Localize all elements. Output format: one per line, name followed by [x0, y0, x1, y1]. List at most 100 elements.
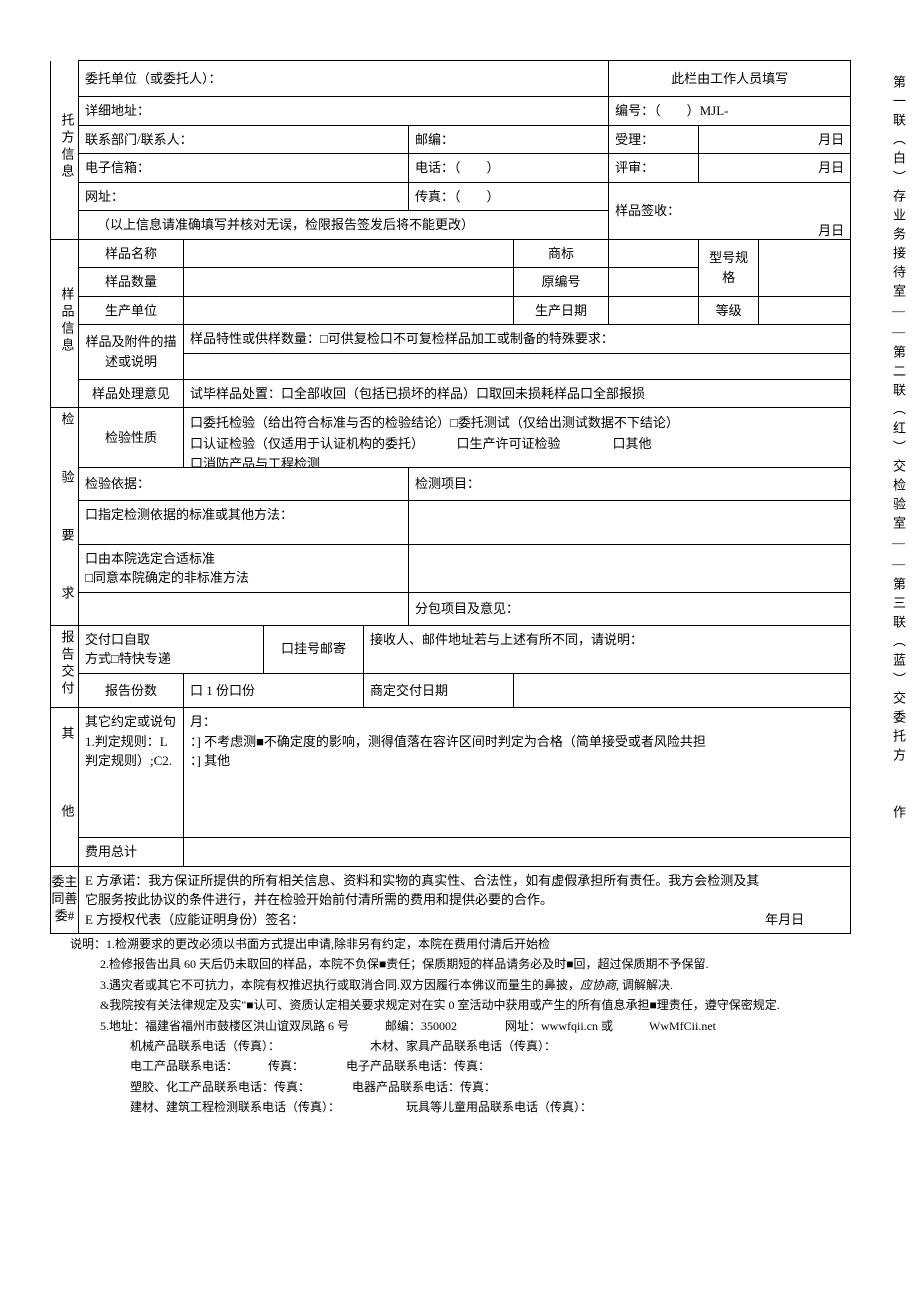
sample-qty-value [184, 268, 514, 297]
note-5: 5.地址：福建省福州市鼓楼区洪山谊双凤路 6 号 邮编：350002 网址：ww… [70, 1016, 850, 1036]
sample-desc-extra [184, 353, 851, 379]
notes-block: 说明：1.检溯要求的更改必须以书面方式提出申请,除非另有约定，本院在费用付清后开… [50, 934, 850, 1118]
other-r2: ：] 不考虑测■不确定度的影响，测得值落在容许区间时判定为合格（简单接受或者风险… [190, 732, 844, 752]
inspect-nature-l1: 口委托检验（给出符合标准与否的检验结论）□委托测试（仅给出测试数据不下结论） [190, 413, 844, 434]
note-7: 电工产品联系电话： 传真： 电子产品联系电话：传真： [70, 1056, 850, 1076]
page: 第一联（白）存业务接待室——第二联（红）交检验室——第三联（蓝）交委托方 作 托… [0, 0, 920, 1158]
subcontract-label: 分包项目及意见： [409, 592, 851, 625]
entruster-cell: 委托单位（或委托人）： [79, 61, 609, 97]
orig-no-value [609, 268, 699, 297]
commit-date: 年月日 [765, 910, 844, 930]
inspect-nature-l2: 口认证检验（仅适用于认证机构的委托） 口生产许可证检验 口其他 [190, 434, 844, 455]
section-sample: 样品信息 [51, 239, 79, 408]
sample-desc-label: 样品及附件的描述或说明 [79, 325, 184, 380]
phone-cell: 电话：（ ） [409, 154, 609, 183]
address-cell: 详细地址： [79, 97, 609, 126]
inspect-basis-l2b: □同意本院确定的非标准方法 [85, 568, 402, 588]
note-9: 建材、建筑工程检测联系电话（传真）： 玩具等儿童用品联系电话（传真）： [70, 1097, 850, 1117]
section-commit: 委主 同善 委# [51, 866, 79, 934]
section-client: 托方信息 [51, 61, 79, 240]
inspect-basis-l2a: 口由本院选定合适标准 [85, 549, 402, 569]
producer-value [184, 296, 514, 325]
section-report: 报告交付 [51, 625, 79, 708]
trademark-value [609, 239, 699, 268]
review-label: 评审： [609, 154, 699, 183]
side-copy-strip: 第一联（白）存业务接待室——第二联（红）交检验室——第三联（蓝）交委托方 作 [888, 75, 906, 824]
sample-sign-cell: 样品签收： 月日 [609, 182, 851, 239]
prod-date-label: 生产日期 [514, 296, 609, 325]
note-3a: 3.遇灾者或其它不可抗力，本院有权推迟执行或取消合同.双方因履行本佛议而量生的鼻… [100, 978, 580, 992]
website-cell: 网址： [79, 182, 409, 211]
commit-l1: E 方承诺：我方保证所提供的所有相关信息、资料和实物的真实性、合法性，如有虚假承… [79, 866, 851, 890]
fax-cell: 传真：（ ） [409, 182, 609, 211]
note-8: 塑胶、化工产品联系电话：传真： 电器产品联系电话：传真： [70, 1077, 850, 1097]
inspect-nature-label: 检验性质 [79, 408, 184, 468]
note-2: 2.检修报告出具 60 天后仍未取回的样品，本院不负保■责任；保质期短的样品请务… [70, 954, 850, 974]
commit-lb: 同善 [51, 891, 77, 906]
commit-sign: E 方授权代表（应能证明身份）签名： [85, 912, 304, 927]
sample-qty-label: 样品数量 [79, 268, 184, 297]
form-table: 托方信息 委托单位（或委托人）： 此栏由工作人员填写 详细地址： 编号：（ ）M… [50, 60, 851, 934]
note-1: 说明：1.检溯要求的更改必须以书面方式提出申请,除非另有约定，本院在费用付清后开… [70, 934, 850, 954]
inspect-basis-label: 检验依据： [79, 468, 409, 501]
other-col1: 其它约定或说句 1.判定规则：L 判定规则）;C2. [79, 708, 184, 838]
other-r3: ：] 其他 [190, 751, 844, 771]
inspect-nature-l3: 口消防产品与工程检测 [190, 454, 844, 468]
other-c1b: 1.判定规则：L 判定规则）;C2. [85, 734, 172, 769]
sample-dispose-label: 样品处理意见 [79, 379, 184, 408]
inspect-basis-blank [79, 592, 409, 625]
delivery-cell: 交付口自取 方式□特快专递 [79, 625, 264, 673]
sample-sign-label: 样品签收： [615, 203, 680, 218]
sample-name-value [184, 239, 514, 268]
commit-l3: E 方授权代表（应能证明身份）签名： 年月日 [79, 910, 851, 934]
contact-cell: 联系部门/联系人： [79, 125, 409, 154]
section-other: 其 他 [51, 708, 79, 867]
delivery-a: 交付口自取 [85, 630, 257, 650]
copies-label: 报告份数 [79, 673, 184, 708]
inspect-basis-l2: 口由本院选定合适标准 □同意本院确定的非标准方法 [79, 544, 409, 592]
grade-label: 等级 [699, 296, 759, 325]
producer-label: 生产单位 [79, 296, 184, 325]
model-label: 型号规格 [699, 239, 759, 296]
email-cell: 电子信箱： [79, 154, 409, 183]
note-3c: 调解解决. [619, 978, 673, 992]
section-inspect: 检 验 要 求 [51, 408, 79, 626]
inspect-nature-value: 口委托检验（给出符合标准与否的检验结论）□委托测试（仅给出测试数据不下结论） 口… [184, 408, 851, 468]
commit-lc: 委# [55, 908, 75, 923]
inspect-item-v1 [409, 500, 851, 544]
inspect-item-v2 [409, 544, 851, 592]
postal-cell: 邮编： [409, 125, 609, 154]
recipient-note: 接收人、邮件地址若与上述有所不同，请说明： [364, 625, 851, 673]
copies-value: 口 1 份口份 [184, 673, 364, 708]
delivery-c: 口挂号邮寄 [264, 625, 364, 673]
note-4: &我院按有关法律规定及实"■认可、资质认定相关要求规定对在实 0 室活动中获用或… [70, 995, 850, 1015]
client-note: （以上信息请准确填写并核对无误，检限报告签发后将不能更改） [79, 211, 609, 240]
grade-value [759, 296, 851, 325]
inspect-item-label: 检测项目： [409, 468, 851, 501]
accept-label: 受理： [609, 125, 699, 154]
note-3: 3.遇灾者或其它不可抗力，本院有权推迟执行或取消合同.双方因履行本佛议而量生的鼻… [70, 975, 850, 995]
sample-desc-value: 样品特性或供样数量：□可供复检口不可复检样品加工或制备的特殊要求： [184, 325, 851, 354]
sample-name-label: 样品名称 [79, 239, 184, 268]
orig-no-label: 原编号 [514, 268, 609, 297]
commit-la: 委主 [51, 874, 77, 889]
other-body: 月： ：] 不考虑测■不确定度的影响，测得值落在容许区间时判定为合格（简单接受或… [184, 708, 851, 838]
delivery-b: 方式□特快专递 [85, 649, 257, 669]
prod-date-value [609, 296, 699, 325]
staff-header: 此栏由工作人员填写 [609, 61, 851, 97]
fee-label: 费用总计 [79, 838, 184, 867]
due-label: 商定交付日期 [364, 673, 514, 708]
accept-date: 月日 [699, 125, 851, 154]
due-value [514, 673, 851, 708]
trademark-label: 商标 [514, 239, 609, 268]
note-3b: 应协商, [580, 978, 619, 992]
review-date: 月日 [699, 154, 851, 183]
other-c1a: 其它约定或说句 [85, 714, 176, 729]
fee-value [184, 838, 851, 867]
commit-l2: 它服务按此协议的条件进行，并在检验开始前付清所需的费用和提供必要的合作。 [79, 890, 851, 910]
other-r1: 月： [190, 712, 844, 732]
sample-sign-date: 月日 [818, 221, 844, 241]
serial-cell: 编号：（ ）MJL- [609, 97, 851, 126]
note-6: 机械产品联系电话（传真）： 木材、家具产品联系电话（传真）： [70, 1036, 850, 1056]
inspect-basis-l1: 口指定检测依据的标准或其他方法： [79, 500, 409, 544]
